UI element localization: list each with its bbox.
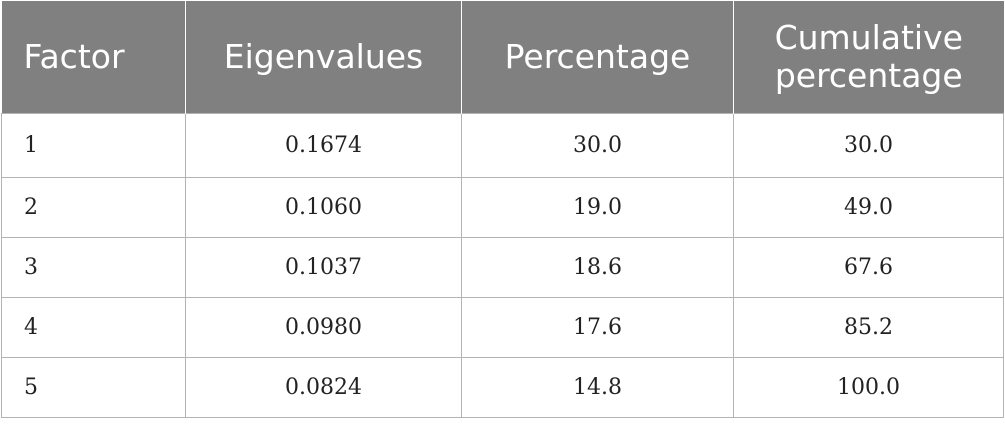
table-row: 4 0.0980 17.6 85.2 [1, 296, 1004, 358]
cell-factor: 5 [1, 356, 186, 418]
cell-eigenvalue: 0.1060 [185, 176, 462, 238]
cell-eigenvalue: 0.1037 [185, 236, 462, 298]
cell-eigenvalue: 0.0824 [185, 356, 462, 418]
header-cumulative-percentage: Cumulative percentage [733, 1, 1004, 113]
header-factor: Factor [1, 1, 186, 113]
cell-cumulative: 30.0 [733, 112, 1004, 178]
cell-percentage: 19.0 [461, 176, 734, 238]
cell-percentage: 14.8 [461, 356, 734, 418]
header-eigenvalues: Eigenvalues [185, 1, 462, 113]
cell-factor: 1 [1, 112, 186, 178]
factor-eigenvalues-table: Factor Eigenvalues Percentage Cumulative… [1, 1, 1004, 418]
cell-factor: 4 [1, 296, 186, 358]
cell-eigenvalue: 0.1674 [185, 112, 462, 178]
cell-cumulative: 67.6 [733, 236, 1004, 298]
table-row: 3 0.1037 18.6 67.6 [1, 236, 1004, 298]
cell-percentage: 17.6 [461, 296, 734, 358]
cell-percentage: 18.6 [461, 236, 734, 298]
cell-factor: 3 [1, 236, 186, 298]
cell-cumulative: 85.2 [733, 296, 1004, 358]
table-row: 2 0.1060 19.0 49.0 [1, 176, 1004, 238]
header-row: Factor Eigenvalues Percentage Cumulative… [1, 1, 1004, 113]
table-row: 1 0.1674 30.0 30.0 [1, 112, 1004, 178]
cell-factor: 2 [1, 176, 186, 238]
header-percentage: Percentage [461, 1, 734, 113]
cell-cumulative: 49.0 [733, 176, 1004, 238]
cell-eigenvalue: 0.0980 [185, 296, 462, 358]
cell-cumulative: 100.0 [733, 356, 1004, 418]
cell-percentage: 30.0 [461, 112, 734, 178]
table-row: 5 0.0824 14.8 100.0 [1, 356, 1004, 418]
